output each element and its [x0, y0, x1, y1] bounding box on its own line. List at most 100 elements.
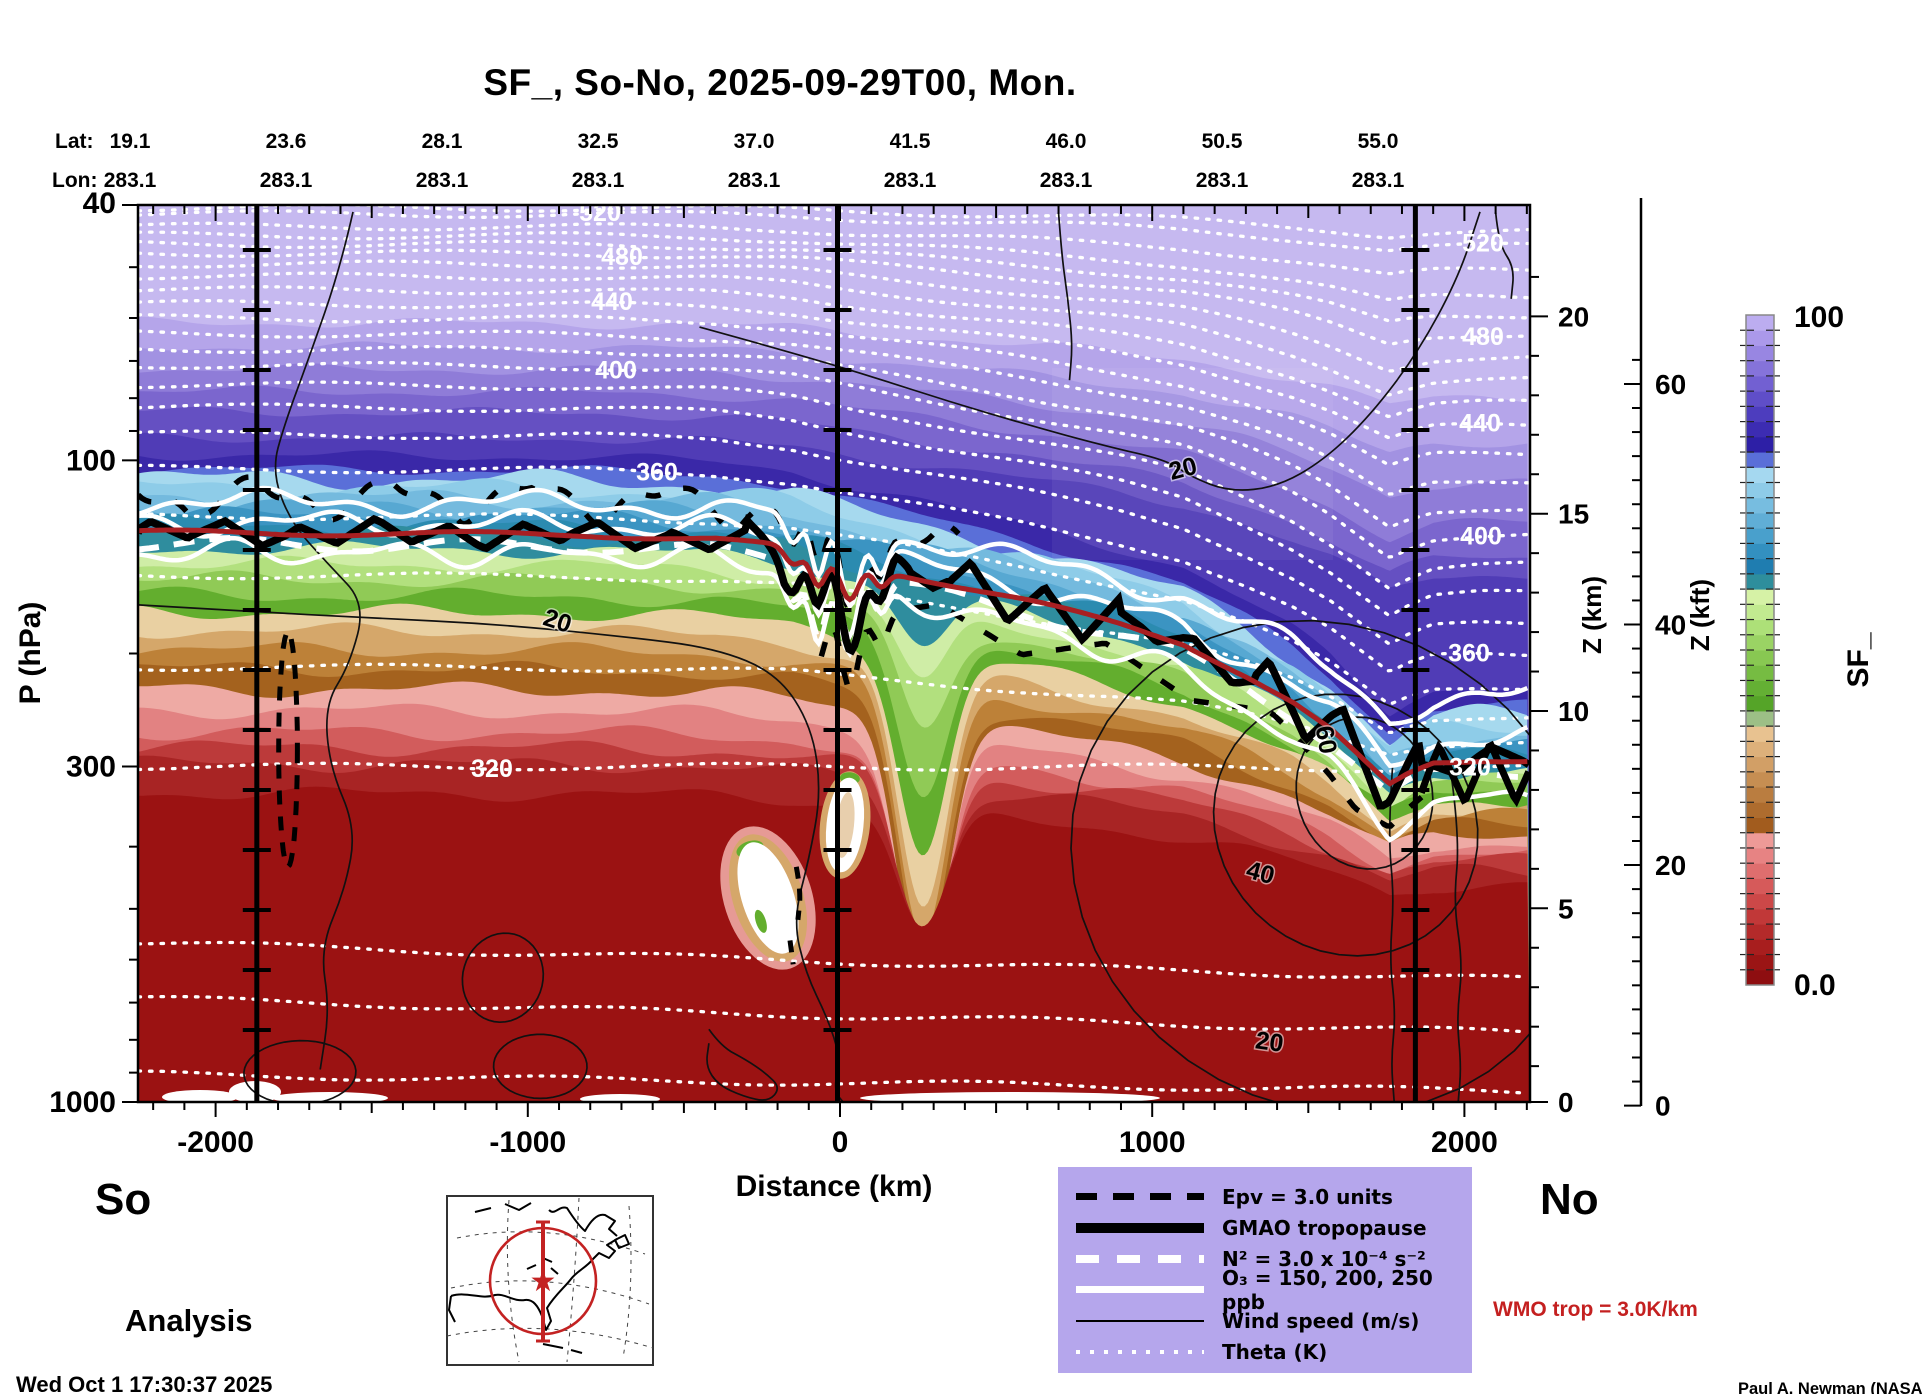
theta-contour-label: 520 [579, 199, 621, 227]
legend-item-wind: Wind speed (m/s) [1076, 1305, 1472, 1336]
pressure-axis-title: P (hPa) [14, 602, 47, 705]
timestamp: Wed Oct 1 17:30:37 2025 [16, 1372, 273, 1394]
theta-line-sample [1076, 1349, 1204, 1354]
map-graticule [446, 1197, 654, 1363]
n2-line-sample [1076, 1254, 1204, 1263]
legend-label: Wind speed (m/s) [1222, 1308, 1420, 1333]
analysis-label: Analysis [125, 1303, 253, 1338]
lon-value: 283.1 [727, 169, 781, 192]
inset-map: ★ [446, 1195, 654, 1366]
lon-value: 283.1 [103, 169, 157, 192]
lat-value: 55.0 [1357, 130, 1399, 153]
y-axis-pressure: 40 100 300 1000 P (hPa) [14, 187, 138, 1119]
z-kft-tick-label: 0 [1655, 1091, 1671, 1122]
lon-value: 283.1 [1039, 169, 1093, 192]
z-kft-tick-label: 60 [1655, 369, 1686, 400]
map-star-marker: ★ [530, 1264, 557, 1299]
lat-value: 50.5 [1201, 130, 1243, 153]
theta-contour-label: 360 [636, 458, 678, 486]
lat-value: 19.1 [109, 130, 151, 153]
lat-axis-label: Lat: [55, 130, 94, 153]
legend-item-theta: Theta (K) [1076, 1336, 1472, 1367]
theta-contour-label: 320 [471, 755, 513, 783]
legend-item-o3: O₃ = 150, 200, 250 ppb [1076, 1266, 1472, 1314]
theta-contour-label: 320 [1449, 754, 1491, 782]
legend-item-n2: N² = 3.0 x 10⁻⁴ s⁻² [1076, 1243, 1472, 1274]
wmo-tropopause-note: WMO trop = 3.0K/km [1493, 1298, 1698, 1321]
x-axis: -2000 -1000 0 1000 2000 Distance (km) [152, 205, 1528, 1203]
wind-speed-contours [138, 211, 1530, 1102]
gmao-tropopause-line [138, 513, 1530, 810]
z-km-tick-label: 15 [1558, 499, 1589, 530]
colorbar-max-label: 100 [1794, 301, 1844, 334]
legend-item-gmao-tropopause: GMAO tropopause [1076, 1212, 1472, 1243]
x-tick-label: 1000 [1119, 1126, 1186, 1159]
lat-value: 32.5 [577, 130, 619, 153]
x-axis-title: Distance (km) [736, 1170, 933, 1203]
colorbar: 100 0.0 SF_ [1740, 301, 1875, 1002]
theta-contour-label: 360 [1448, 639, 1490, 667]
north-endpoint-label: No [1540, 1175, 1599, 1224]
wmo-tropopause-line [138, 527, 1528, 787]
theta-contour-label: 440 [591, 288, 633, 316]
lat-value: 46.0 [1045, 130, 1087, 153]
sf-field: 520 520 480 480 440 440 400 400 360 360 320 320 20 20… [138, 199, 1530, 1102]
x-tick-label: 2000 [1431, 1126, 1498, 1159]
reference-lines [242, 205, 1430, 1102]
lat-value: 28.1 [421, 130, 463, 153]
x-tick-label: 0 [832, 1126, 849, 1159]
pressure-tick-label: 1000 [49, 1086, 116, 1119]
lat-value: 37.0 [733, 130, 775, 153]
theta-contour-label: 400 [595, 356, 637, 384]
pressure-tick-label: 300 [66, 750, 116, 783]
lon-axis-label: Lon: [52, 169, 98, 192]
pressure-tick-label: 40 [83, 187, 116, 220]
legend-label: N² = 3.0 x 10⁻⁴ s⁻² [1222, 1246, 1426, 1271]
pressure-tick-label: 100 [66, 444, 116, 477]
theta-contour-label: 520 [1462, 229, 1504, 257]
z-km-axis-title: Z (km) [1577, 576, 1607, 654]
lon-value: 283.1 [1195, 169, 1249, 192]
z-km-tick-label: 20 [1558, 301, 1589, 332]
lon-value: 283.1 [1351, 169, 1405, 192]
lon-value: 283.1 [571, 169, 625, 192]
legend-label: Theta (K) [1222, 1339, 1328, 1364]
credit: Paul A. Newman (NASA [1738, 1380, 1923, 1394]
x-tick-label: -2000 [177, 1126, 254, 1159]
lat-value: 41.5 [889, 130, 931, 153]
map-transect-marker: ★ [488, 1220, 598, 1343]
z-kft-tick-label: 20 [1655, 850, 1686, 881]
o3-line-sample [1076, 1286, 1204, 1293]
lon-value: 283.1 [883, 169, 937, 192]
legend-label: O₃ = 150, 200, 250 ppb [1222, 1265, 1433, 1314]
legend-label: GMAO tropopause [1222, 1215, 1427, 1240]
z-km-tick-label: 10 [1558, 696, 1589, 727]
epv-contours [138, 474, 1427, 965]
lat-value: 23.6 [265, 130, 307, 153]
legend: Epv = 3.0 units GMAO tropopause N² = 3.0… [1058, 1167, 1472, 1373]
wind-speed-contour-label: 60 [1310, 724, 1342, 756]
wind-speed-contour-label: 20 [1166, 452, 1200, 486]
z-kft-tick-label: 40 [1655, 609, 1686, 640]
legend-item-epv: Epv = 3.0 units [1076, 1181, 1472, 1212]
epv-line-sample [1076, 1193, 1204, 1200]
south-endpoint-label: So [95, 1175, 152, 1224]
surface-gaps [162, 1081, 1160, 1102]
colorbar-min-label: 0.0 [1794, 969, 1836, 1002]
wind-line-sample [1076, 1319, 1204, 1322]
theta-contour-label: 400 [1460, 523, 1502, 551]
wind-speed-contour-label: 20 [1254, 1026, 1285, 1058]
z-kft-axis: 0 20 40 60 Z (kft) [1624, 198, 1715, 1122]
colorbar-title: SF_ [1842, 632, 1875, 687]
gmao-line-sample [1076, 1222, 1204, 1233]
z-km-tick-label: 0 [1558, 1087, 1574, 1118]
legend-label: Epv = 3.0 units [1222, 1184, 1393, 1209]
theta-contour-label: 480 [1462, 323, 1504, 351]
z-kft-axis-title: Z (kft) [1685, 579, 1715, 651]
lon-value: 283.1 [259, 169, 313, 192]
page-title: SF_, So-No, 2025-09-29T00, Mon. [483, 62, 1077, 103]
theta-contour-label: 480 [601, 243, 643, 271]
theta-contour-label: 440 [1459, 409, 1501, 437]
